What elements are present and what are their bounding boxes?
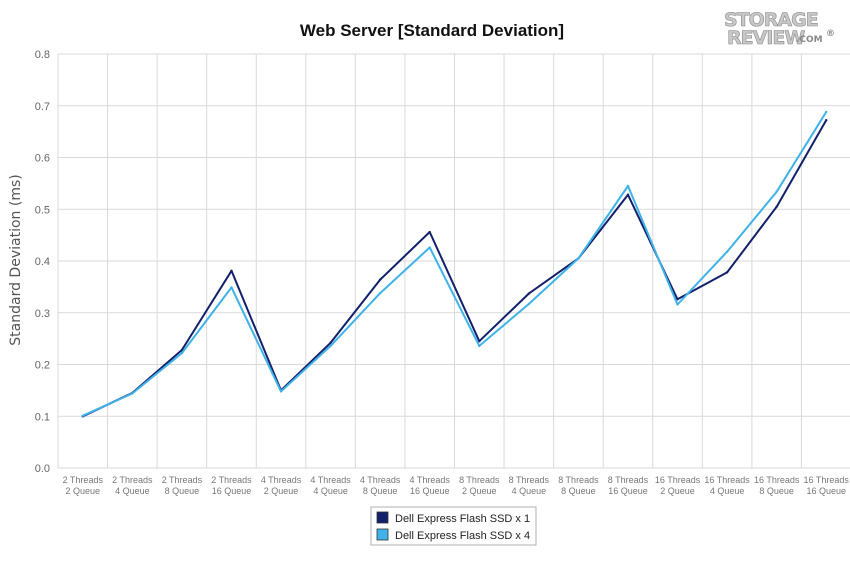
series-2-point: [81, 414, 84, 417]
grid: [57, 53, 850, 469]
series-2-point: [725, 250, 729, 253]
y-tick-label: 0.1: [35, 411, 50, 423]
legend-label-series-2: Dell Express Flash SSD x 4: [395, 530, 530, 542]
series-1-point: [180, 348, 184, 352]
series-2-point: [329, 344, 332, 348]
series-2-point: [577, 257, 580, 260]
series-1-point: [725, 271, 729, 274]
series-1-point: [378, 278, 382, 281]
x-tick-label-threads: 4 Threads: [310, 475, 351, 485]
x-tick-label-threads: 4 Threads: [410, 475, 451, 485]
legend: Dell Express Flash SSD x 1 Dell Express …: [370, 506, 537, 546]
watermark-registered: ®: [826, 29, 835, 39]
series-1-point: [775, 205, 778, 208]
x-tick-label-threads: 2 Threads: [211, 475, 252, 485]
y-tick-label: 0.5: [35, 204, 50, 216]
x-tick-label-queue: 2 Queue: [462, 486, 497, 496]
y-tick-label: 0.2: [35, 360, 50, 372]
x-tick-label-threads: 8 Threads: [509, 475, 550, 485]
x-tick-label-queue: 8 Queue: [561, 486, 596, 496]
x-tick-label-queue: 4 Queue: [710, 486, 745, 496]
series-line-1: [81, 119, 828, 418]
x-tick-label-queue: 8 Queue: [363, 486, 398, 496]
x-tick-label-queue: 16 Queue: [806, 486, 846, 496]
x-tick-label-queue: 16 Queue: [212, 486, 252, 496]
series-2-point: [131, 392, 134, 395]
series-2-point: [378, 291, 382, 295]
series-line-2: [81, 111, 828, 417]
series-1-point: [527, 292, 531, 295]
x-tick-label-queue: 2 Queue: [66, 486, 101, 496]
x-tick-label-threads: 16 Threads: [804, 475, 850, 485]
series-1-point: [825, 119, 828, 122]
series-lines: [81, 110, 828, 418]
series-2-point: [775, 190, 778, 193]
x-tick-label-queue: 16 Queue: [608, 486, 648, 496]
x-tick-label-threads: 4 Threads: [261, 475, 302, 485]
legend-label-series-1: Dell Express Flash SSD x 1: [395, 513, 530, 525]
series-2-point: [676, 303, 679, 306]
y-tick-label: 0.0: [35, 463, 50, 475]
series-2-point: [825, 110, 828, 114]
x-tick-label-queue: 4 Queue: [313, 486, 348, 496]
x-tick-label-threads: 8 Threads: [459, 475, 500, 485]
y-tick-label: 0.6: [35, 153, 50, 165]
y-tick-label: 0.3: [35, 308, 50, 320]
x-tick-label-queue: 4 Queue: [512, 486, 547, 496]
watermark-line1: STORAGE: [724, 9, 818, 31]
series-1-point: [626, 193, 630, 196]
x-tick-label-threads: 16 Threads: [754, 475, 800, 485]
series-1-point: [478, 340, 481, 343]
series-1-point: [230, 269, 233, 273]
x-tick-label-threads: 8 Threads: [608, 475, 649, 485]
series-2-point: [180, 351, 184, 355]
x-tick-label-threads: 8 Threads: [558, 475, 599, 485]
series-2-point: [279, 390, 283, 393]
x-tick-label-queue: 2 Queue: [660, 486, 695, 496]
x-tick-label-threads: 2 Threads: [162, 475, 203, 485]
x-tick-label-threads: 4 Threads: [360, 475, 401, 485]
x-tick-label-queue: 16 Queue: [410, 486, 450, 496]
x-tick-label-threads: 2 Threads: [63, 475, 104, 485]
y-axis-ticks: 0.0 0.1 0.2 0.3 0.4 0.5 0.6 0.7 0.8: [35, 49, 50, 475]
y-tick-label: 0.4: [35, 256, 50, 268]
series-1-point: [676, 298, 679, 301]
y-axis-label: Standard Deviation (ms): [8, 174, 24, 345]
y-tick-label: 0.8: [35, 49, 50, 61]
series-2-point: [428, 246, 431, 249]
x-tick-label-queue: 2 Queue: [264, 486, 299, 496]
x-tick-label-threads: 16 Threads: [655, 475, 701, 485]
x-tick-label-queue: 8 Queue: [759, 486, 794, 496]
series-1-point: [329, 341, 332, 344]
watermark-logo: STORAGE REVIEW .COM ®: [724, 9, 835, 50]
x-tick-label-queue: 4 Queue: [115, 486, 150, 496]
series-2-point: [230, 286, 233, 289]
series-2-point: [626, 184, 630, 188]
series-2-point: [527, 302, 531, 306]
legend-box: [370, 506, 537, 546]
x-tick-label-queue: 8 Queue: [165, 486, 200, 496]
x-tick-label-threads: 2 Threads: [112, 475, 153, 485]
watermark-line2: REVIEW: [727, 27, 805, 49]
series-2-point: [478, 344, 481, 348]
chart-title: Web Server [Standard Deviation]: [300, 21, 564, 40]
legend-swatch-series-1: [376, 511, 389, 524]
x-tick-label-threads: 16 Threads: [704, 475, 750, 485]
series-1-point: [428, 230, 431, 234]
watermark-suffix: .COM: [796, 35, 823, 45]
legend-swatch-series-2: [376, 528, 389, 541]
y-tick-label: 0.7: [35, 101, 50, 113]
